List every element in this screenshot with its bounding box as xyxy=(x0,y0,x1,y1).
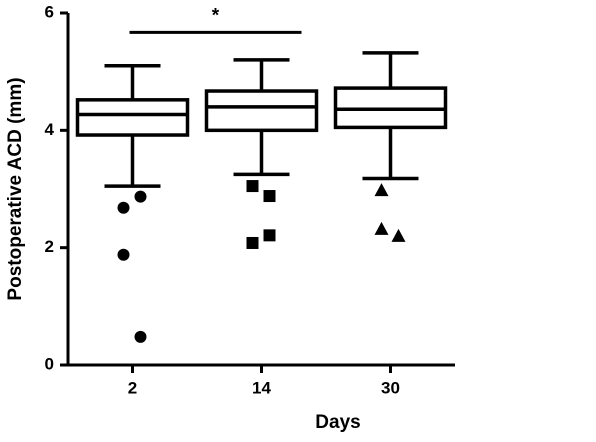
outlier xyxy=(134,190,147,203)
y-tick-label: 0 xyxy=(45,354,54,373)
outlier xyxy=(263,190,276,203)
x-tick-label: 30 xyxy=(381,378,400,397)
y-axis-title: Postoperative ACD (mm) xyxy=(5,77,26,300)
outlier xyxy=(134,330,147,343)
box xyxy=(204,89,319,133)
outlier xyxy=(246,236,259,249)
outlier xyxy=(263,229,276,242)
y-tick-label: 6 xyxy=(45,2,54,21)
y-tick-label: 4 xyxy=(45,120,55,139)
outlier xyxy=(374,221,389,235)
outlier xyxy=(117,201,130,214)
outlier xyxy=(246,180,259,193)
y-tick-label: 2 xyxy=(45,237,54,256)
x-axis-title: Days xyxy=(315,412,360,433)
x-tick-label: 2 xyxy=(128,378,137,397)
significance-label: * xyxy=(212,5,220,26)
outlier xyxy=(374,183,389,197)
box xyxy=(75,98,190,137)
x-tick-label: 14 xyxy=(252,378,271,397)
outlier xyxy=(391,228,406,242)
outlier xyxy=(117,248,130,261)
